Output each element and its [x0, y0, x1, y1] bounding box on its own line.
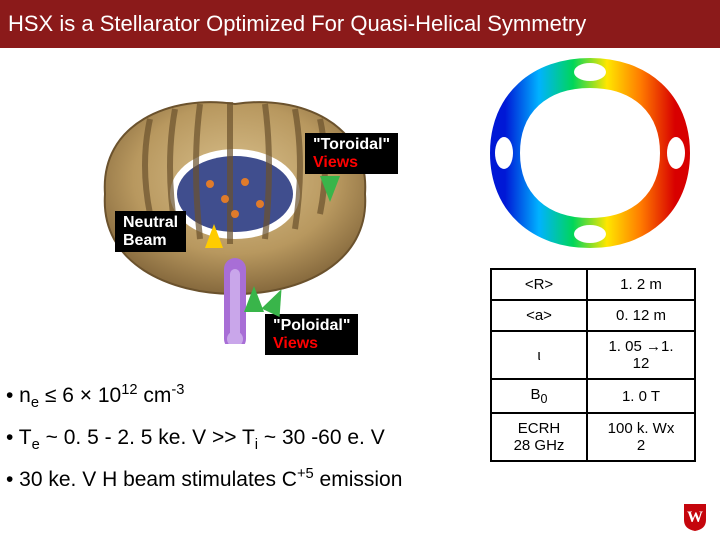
text: • T: [6, 426, 32, 449]
label-poloidal: "Poloidal" Views: [265, 314, 358, 355]
param-value: 1. 2 m: [587, 269, 695, 300]
svg-text:W: W: [687, 509, 703, 526]
parameter-table: <R>1. 2 m<a>0. 12 mι1. 05 →1. 12B01. 0 T…: [490, 268, 696, 462]
label-text: "Toroidal": [313, 136, 390, 154]
text: ~ 0. 5 - 2. 5 ke. V >> T: [40, 426, 255, 449]
param-key: ι: [491, 331, 587, 379]
table-row: ECRH28 GHz100 k. Wx 2: [491, 413, 695, 461]
text: +5: [297, 466, 314, 482]
arrow-icon: [205, 224, 223, 248]
main-area: "Toroidal" Views Neutral Beam "Poloidal"…: [0, 48, 720, 540]
text: • 30 ke. V H beam stimulates C: [6, 468, 297, 491]
text: e: [32, 437, 40, 453]
table-row: <R>1. 2 m: [491, 269, 695, 300]
bullet-item: • ne ≤ 6 × 1012 cm-3: [6, 376, 402, 418]
param-key: B0: [491, 379, 587, 413]
label-toroidal: "Toroidal" Views: [305, 133, 398, 174]
bullet-item: • 30 ke. V H beam stimulates C+5 emissio…: [6, 460, 402, 500]
bullet-list: • ne ≤ 6 × 1012 cm-3 • Te ~ 0. 5 - 2. 5 …: [6, 376, 402, 500]
text: • n: [6, 384, 31, 407]
label-text: "Poloidal": [273, 317, 350, 335]
text: 12: [121, 382, 137, 398]
bullet-item: • Te ~ 0. 5 - 2. 5 ke. V >> Ti ~ 30 -60 …: [6, 418, 402, 460]
param-key: <R>: [491, 269, 587, 300]
label-text: Views: [313, 154, 390, 172]
param-value: 100 k. Wx 2: [587, 413, 695, 461]
label-text: Views: [273, 335, 350, 353]
label-text: Neutral: [123, 214, 178, 232]
title-bar: HSX is a Stellarator Optimized For Quasi…: [0, 0, 720, 48]
uw-logo-icon: W: [680, 502, 710, 532]
text: ≤ 6 × 10: [39, 384, 121, 407]
text: -3: [171, 382, 184, 398]
label-text: Beam: [123, 232, 178, 250]
text: cm: [138, 384, 172, 407]
page-title: HSX is a Stellarator Optimized For Quasi…: [8, 11, 586, 37]
text: emission: [314, 468, 403, 491]
text: ~ 30 -60 e. V: [258, 426, 385, 449]
label-neutral-beam: Neutral Beam: [115, 211, 186, 252]
table-row: ι1. 05 →1. 12: [491, 331, 695, 379]
table-row: <a>0. 12 m: [491, 300, 695, 331]
param-key: ECRH28 GHz: [491, 413, 587, 461]
table-row: B01. 0 T: [491, 379, 695, 413]
arrow-icon: [320, 176, 340, 202]
fieldmap-diagram: [490, 58, 690, 248]
param-value: 0. 12 m: [587, 300, 695, 331]
param-value: 1. 0 T: [587, 379, 695, 413]
param-key: <a>: [491, 300, 587, 331]
param-value: 1. 05 →1. 12: [587, 331, 695, 379]
stellarator-diagram: [70, 64, 400, 344]
text: e: [31, 395, 39, 411]
